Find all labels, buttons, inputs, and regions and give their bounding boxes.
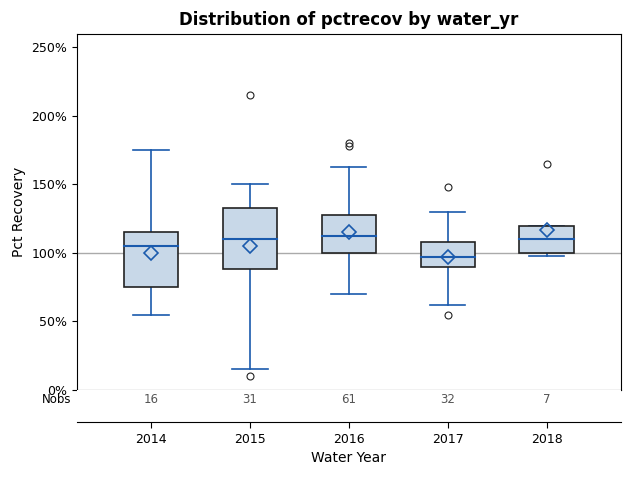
Bar [520, 226, 574, 253]
Title: Distribution of pctrecov by water_yr: Distribution of pctrecov by water_yr [179, 11, 518, 29]
Bar [124, 232, 178, 287]
Y-axis label: Pct Recovery: Pct Recovery [12, 167, 26, 257]
Text: 7: 7 [543, 393, 550, 406]
Bar [321, 215, 376, 253]
X-axis label: Water Year: Water Year [311, 451, 387, 466]
Text: 32: 32 [440, 393, 455, 406]
Text: 31: 31 [243, 393, 257, 406]
Text: 16: 16 [143, 393, 159, 406]
Text: Nobs: Nobs [42, 393, 72, 406]
Text: 61: 61 [341, 393, 356, 406]
Bar [420, 242, 475, 266]
Bar [223, 208, 277, 269]
